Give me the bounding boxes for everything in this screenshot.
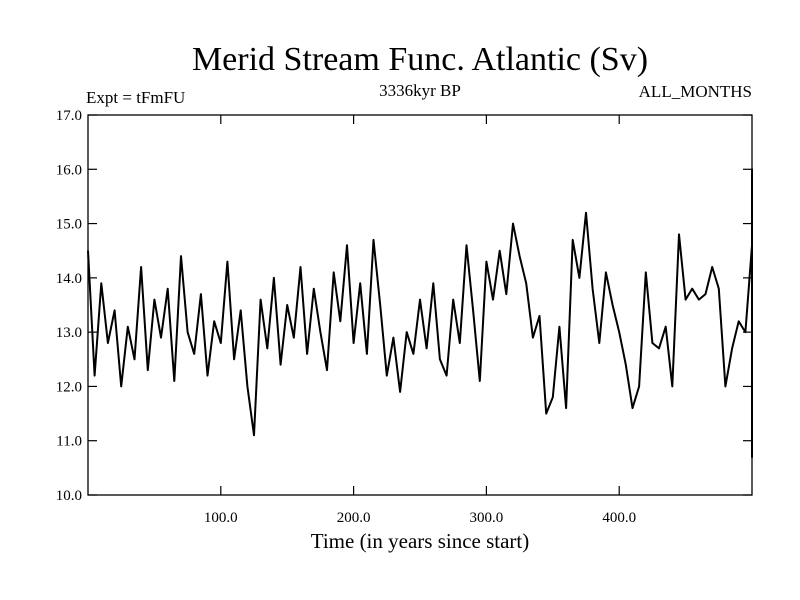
plot-frame — [87, 114, 753, 496]
x-tick-label: 300.0 — [470, 510, 504, 526]
y-axis-ticks: 10.0 11.0 12.0 13.0 14.0 15.0 16.0 17.0 — [56, 108, 752, 504]
y-tick-label: 12.0 — [56, 379, 82, 395]
x-axis-ticks: 100.0 200.0 300.0 400.0 — [204, 115, 636, 526]
y-tick-label: 16.0 — [56, 162, 82, 178]
x-tick-label: 400.0 — [602, 510, 636, 526]
x-axis-label: Time (in years since start) — [311, 529, 530, 553]
chart-subtitle-center: 3336kyr BP — [379, 81, 461, 100]
chart-title: Merid Stream Func. Atlantic (Sv) — [192, 41, 648, 78]
y-tick-label: 10.0 — [56, 488, 82, 504]
x-tick-label: 100.0 — [204, 510, 238, 526]
x-tick-label: 200.0 — [337, 510, 371, 526]
y-tick-label: 17.0 — [56, 108, 82, 124]
y-tick-label: 11.0 — [56, 434, 82, 450]
chart-subtitle-right: ALL_MONTHS — [639, 82, 752, 101]
y-tick-label: 15.0 — [56, 217, 82, 233]
y-tick-label: 14.0 — [56, 271, 82, 287]
y-tick-label: 13.0 — [56, 325, 82, 341]
chart-subtitle-left: Expt = tFmFU — [86, 88, 185, 107]
